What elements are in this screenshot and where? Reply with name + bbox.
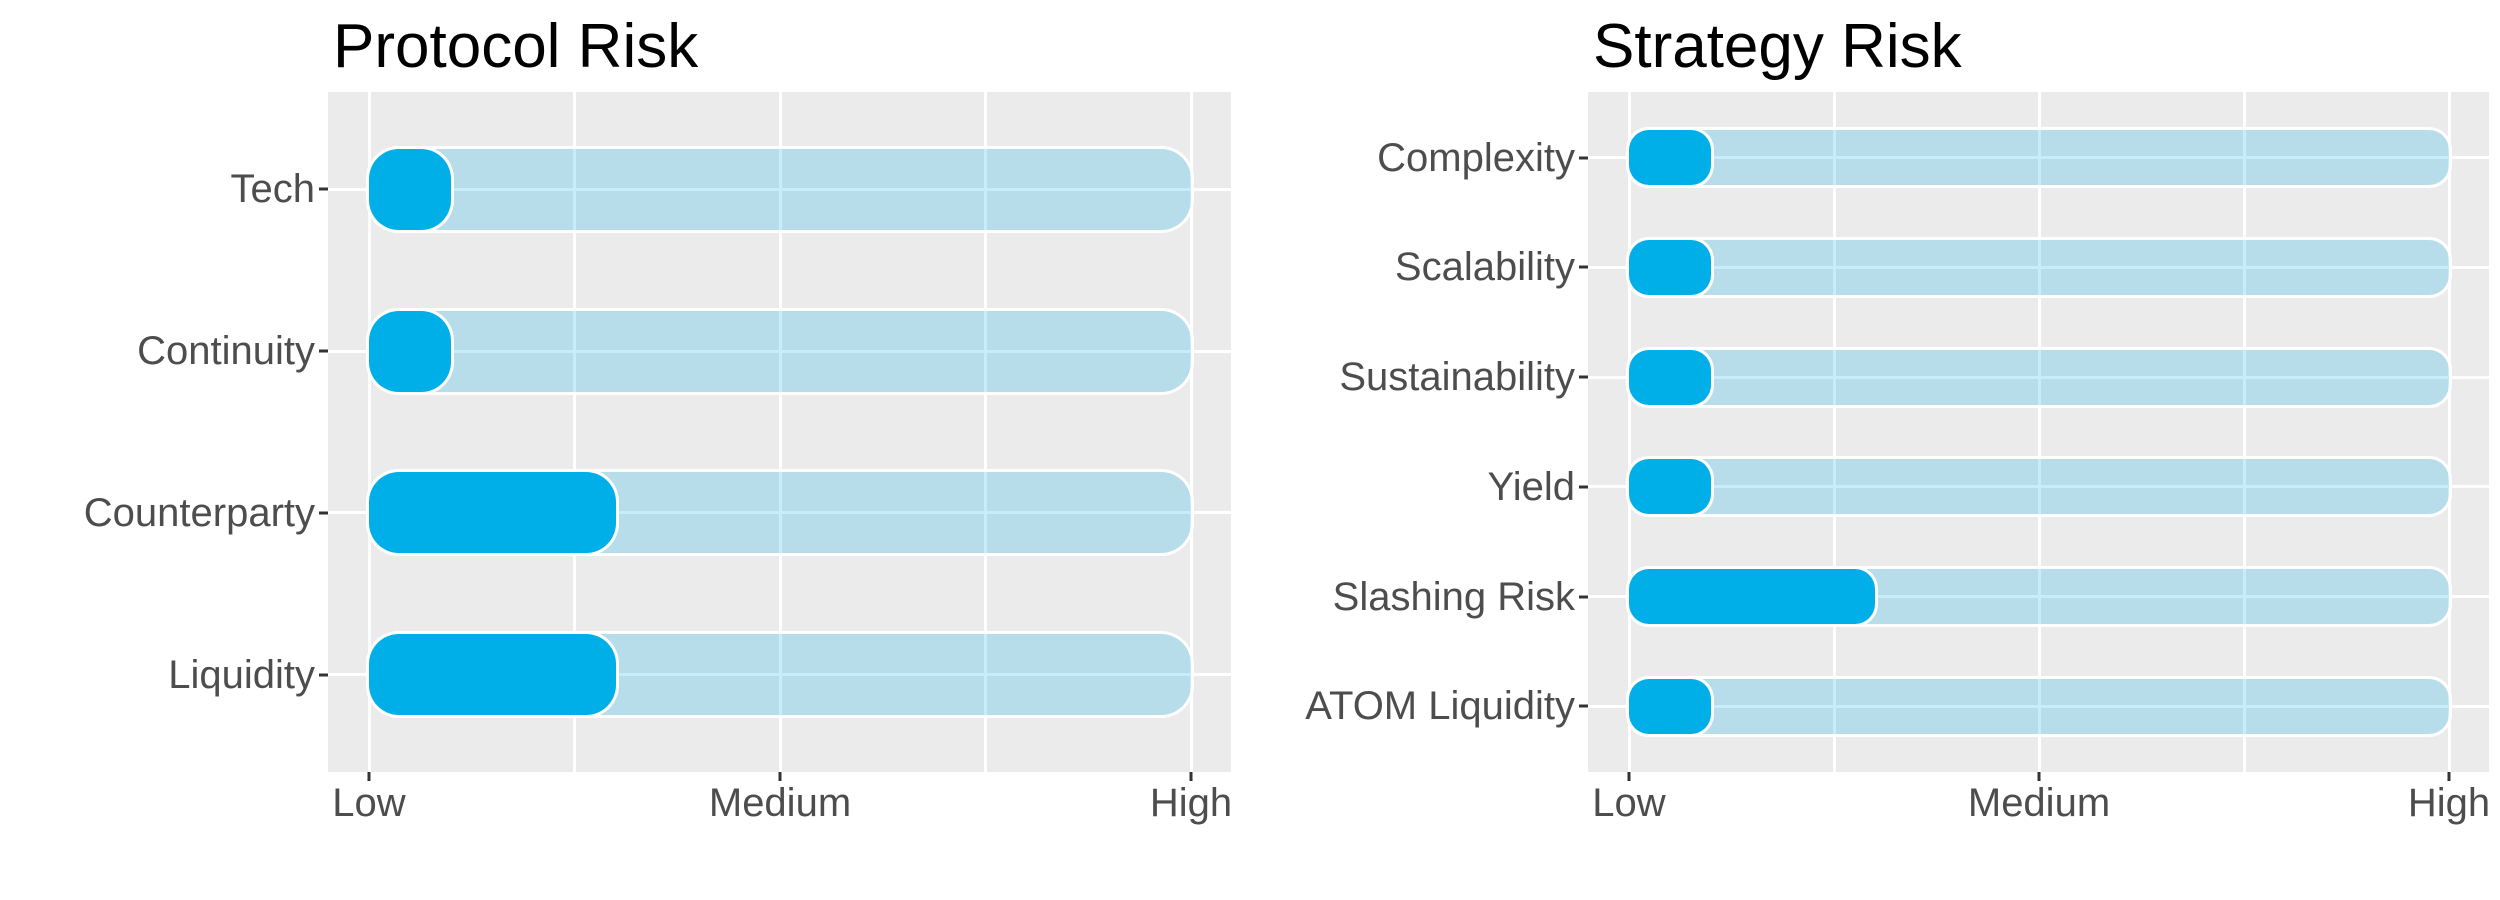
y-tick-mark xyxy=(1579,375,1588,379)
bar-track xyxy=(1629,678,2449,734)
y-tick-mark xyxy=(1579,595,1588,599)
bar-value xyxy=(1629,349,1711,405)
y-tick-mark xyxy=(1579,156,1588,160)
category-label: Sustainability xyxy=(1339,355,1575,400)
x-tick-mark xyxy=(367,772,371,781)
bar-value xyxy=(369,472,616,554)
bar-track xyxy=(1629,130,2449,186)
y-tick-mark xyxy=(1579,704,1588,708)
gridline-vertical-minor xyxy=(573,92,576,772)
gridline-vertical-major xyxy=(2447,92,2451,772)
x-tick-mark xyxy=(1189,772,1193,781)
x-tick-label: Low xyxy=(332,781,406,825)
category-label: ATOM Liquidity xyxy=(1305,684,1575,729)
x-tick-label: High xyxy=(2407,781,2491,825)
category-label: Counterparty xyxy=(83,490,315,535)
bar-track xyxy=(1629,240,2449,295)
bar-track xyxy=(1629,459,2449,515)
gridline-vertical-major xyxy=(2037,92,2041,772)
panel-background xyxy=(328,92,1231,772)
bar-track xyxy=(369,148,1191,230)
bar-value xyxy=(1629,459,1711,515)
x-tick-label: Medium xyxy=(1967,781,2111,825)
chart-title: Protocol Risk xyxy=(333,12,699,81)
bar-value xyxy=(1629,569,1875,624)
x-tick-mark xyxy=(778,772,782,781)
category-label: Slashing Risk xyxy=(1332,574,1575,619)
gridline-vertical-major xyxy=(367,92,371,772)
gridline-vertical-minor xyxy=(1832,92,1836,772)
category-label: Liquidity xyxy=(168,652,315,697)
y-tick-mark xyxy=(1579,485,1588,489)
y-tick-mark xyxy=(319,349,328,353)
bar-value xyxy=(369,634,616,716)
gridline-vertical-minor xyxy=(2242,92,2246,772)
x-tick-mark xyxy=(2447,772,2451,781)
bar-value xyxy=(369,310,452,392)
gridline-vertical-major xyxy=(1627,92,1631,772)
category-label: Tech xyxy=(230,167,316,212)
bar-value xyxy=(1629,240,1711,295)
gridline-vertical-major xyxy=(1189,92,1193,772)
x-tick-label: High xyxy=(1149,781,1233,825)
category-label: Continuity xyxy=(137,329,315,374)
bar-value xyxy=(369,148,452,230)
gridline-vertical-major xyxy=(778,92,782,772)
y-tick-mark xyxy=(319,511,328,515)
category-label: Complexity xyxy=(1377,135,1575,180)
y-tick-mark xyxy=(1579,265,1588,269)
bar-track xyxy=(369,310,1191,392)
panel-background xyxy=(1588,92,2489,772)
x-tick-label: Medium xyxy=(708,781,852,825)
chart-title: Strategy Risk xyxy=(1593,12,1962,81)
x-tick-mark xyxy=(1627,772,1631,781)
category-label: Scalability xyxy=(1394,245,1575,290)
y-tick-mark xyxy=(319,673,328,677)
x-tick-label: Low xyxy=(1592,781,1666,825)
bar-value xyxy=(1629,678,1711,734)
gridline-vertical-minor xyxy=(984,92,987,772)
bar-track xyxy=(1629,349,2449,405)
bar-value xyxy=(1629,130,1711,186)
category-label: Yield xyxy=(1487,464,1575,509)
y-tick-mark xyxy=(319,187,328,191)
x-tick-mark xyxy=(2037,772,2041,781)
